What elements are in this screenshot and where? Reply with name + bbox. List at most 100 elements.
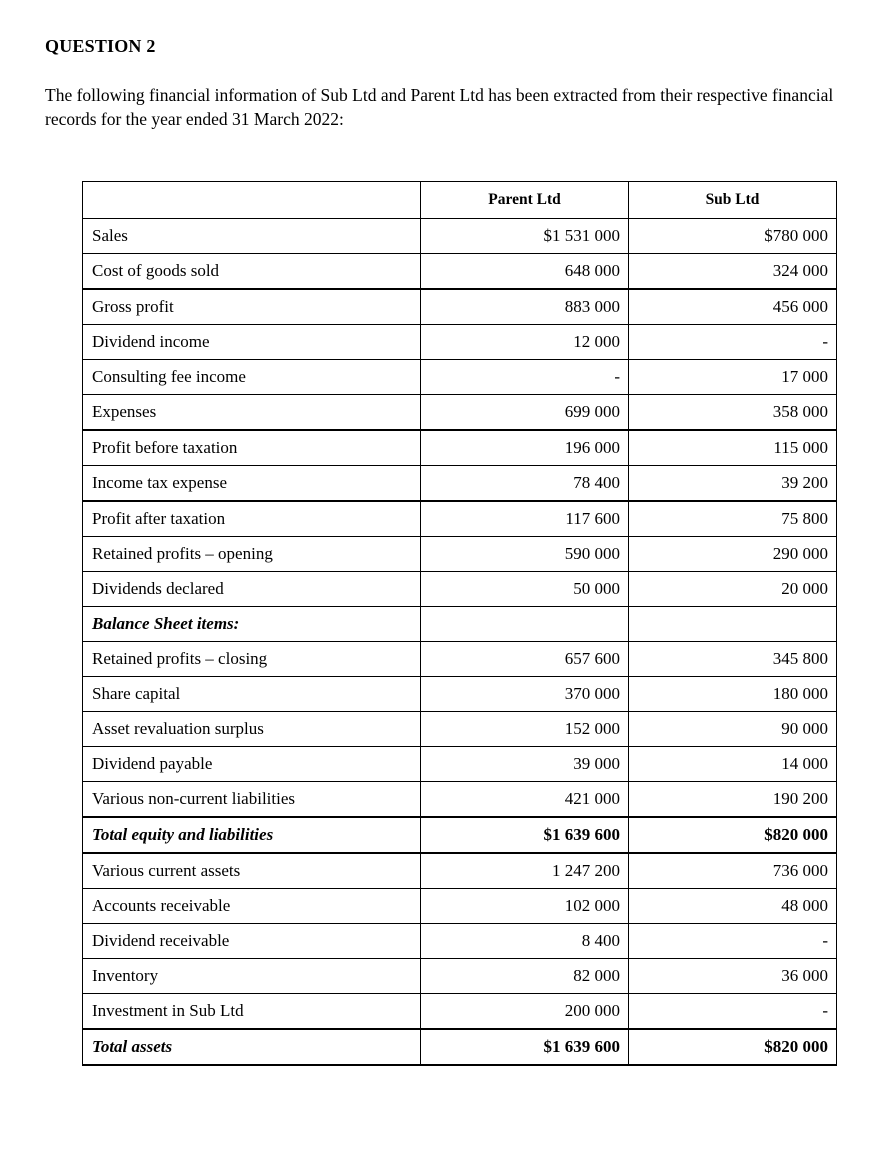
- table-header-row: Parent Ltd Sub Ltd: [82, 181, 837, 220]
- row-label: Dividend receivable: [82, 923, 421, 960]
- row-label: Retained profits – closing: [82, 641, 421, 678]
- parent-ltd-value: 39 000: [420, 746, 629, 783]
- col-header-parent-ltd: Parent Ltd: [420, 181, 629, 220]
- table-row: Consulting fee income -17 000: [82, 359, 837, 396]
- sub-ltd-value: 14 000: [628, 746, 837, 783]
- row-label: Cost of goods sold: [82, 253, 421, 290]
- row-label: Gross profit: [82, 288, 421, 326]
- sub-ltd-value: 324 000: [628, 253, 837, 290]
- table-row: Expenses 699 000 358 000: [82, 394, 837, 431]
- sub-ltd-value: $820 000: [628, 1028, 837, 1067]
- table-row: Total equity and liabilities $1 639 600 $8…: [82, 816, 837, 855]
- table-row: Income tax expense 78 400 39 200: [82, 465, 837, 502]
- col-header-empty: [82, 181, 421, 220]
- table-body: Sales $1 531 000 $780 000 Cost of goods sol…: [82, 218, 837, 1067]
- row-label: Share capital: [82, 676, 421, 713]
- sub-ltd-value: $820 000: [628, 816, 837, 855]
- parent-ltd-value: 699 000: [420, 394, 629, 431]
- intro-paragraph: The following financial information of S…: [45, 85, 834, 130]
- table-row: Retained profits – closing 657 600 345 800: [82, 641, 837, 678]
- table-row: Share capital 370 000 180 000: [82, 676, 837, 713]
- row-label: Profit after taxation: [82, 500, 421, 538]
- row-label: Dividends declared: [82, 571, 421, 608]
- table-row: Profit after taxation 117 600 75 800: [82, 500, 837, 538]
- sub-ltd-value: 358 000: [628, 394, 837, 431]
- sub-ltd-value: 736 000: [628, 852, 837, 890]
- parent-ltd-value: $1 531 000: [420, 218, 629, 255]
- table-row: Gross profit 883 000 456 000: [82, 288, 837, 326]
- sub-ltd-value: 20 000: [628, 571, 837, 608]
- parent-ltd-value: 117 600: [420, 500, 629, 538]
- sub-ltd-value: 190 200: [628, 781, 837, 818]
- parent-ltd-value: -: [420, 359, 629, 396]
- parent-ltd-value: 1 247 200: [420, 852, 629, 890]
- table-row: Balance Sheet items:: [82, 606, 837, 643]
- parent-ltd-value: 370 000: [420, 676, 629, 713]
- sub-ltd-value: 90 000: [628, 711, 837, 748]
- table-row: Asset revaluation surplus 152 000 90 000: [82, 711, 837, 748]
- row-label: Dividend payable: [82, 746, 421, 783]
- row-label: Retained profits – opening: [82, 536, 421, 573]
- table-row: Dividend income 12 000-: [82, 324, 837, 361]
- parent-ltd-value: 8 400: [420, 923, 629, 960]
- sub-ltd-value: -: [628, 993, 837, 1030]
- row-label: Profit before taxation: [82, 429, 421, 467]
- table-row: Profit before taxation 196 000 115 000: [82, 429, 837, 467]
- parent-ltd-value: 196 000: [420, 429, 629, 467]
- table-row: Investment in Sub Ltd 200 000-: [82, 993, 837, 1030]
- row-label: Consulting fee income: [82, 359, 421, 396]
- row-label: Total assets: [82, 1028, 421, 1067]
- sub-ltd-value: 48 000: [628, 888, 837, 925]
- sub-ltd-value: 456 000: [628, 288, 837, 326]
- parent-ltd-value: $1 639 600: [420, 816, 629, 855]
- parent-ltd-value: 78 400: [420, 465, 629, 502]
- parent-ltd-value: 590 000: [420, 536, 629, 573]
- sub-ltd-value: 345 800: [628, 641, 837, 678]
- table-row: Various current assets 1 247 200 736 000: [82, 852, 837, 890]
- row-label: Inventory: [82, 958, 421, 995]
- sub-ltd-value: 39 200: [628, 465, 837, 502]
- sub-ltd-value: -: [628, 324, 837, 361]
- row-label: Expenses: [82, 394, 421, 431]
- parent-ltd-value: [420, 606, 629, 643]
- col-header-sub-ltd: Sub Ltd: [628, 181, 837, 220]
- question-title: QUESTION 2: [45, 36, 156, 56]
- sub-ltd-value: 75 800: [628, 500, 837, 538]
- row-label: Investment in Sub Ltd: [82, 993, 421, 1030]
- parent-ltd-value: 152 000: [420, 711, 629, 748]
- row-label: Dividend income: [82, 324, 421, 361]
- sub-ltd-value: 17 000: [628, 359, 837, 396]
- row-label: Total equity and liabilities: [82, 816, 421, 855]
- table-row: Inventory 82 000 36 000: [82, 958, 837, 995]
- table-row: Dividend receivable 8 400-: [82, 923, 837, 960]
- parent-ltd-value: 82 000: [420, 958, 629, 995]
- sub-ltd-value: 115 000: [628, 429, 837, 467]
- row-label: Asset revaluation surplus: [82, 711, 421, 748]
- row-label: Accounts receivable: [82, 888, 421, 925]
- financials-table: Parent Ltd Sub Ltd Sales $1 531 000 $780 0…: [82, 181, 837, 1067]
- sub-ltd-value: [628, 606, 837, 643]
- parent-ltd-value: 102 000: [420, 888, 629, 925]
- row-label: Sales: [82, 218, 421, 255]
- parent-ltd-value: 12 000: [420, 324, 629, 361]
- table-row: Various non-current liabilities 421 000 19…: [82, 781, 837, 818]
- parent-ltd-value: 421 000: [420, 781, 629, 818]
- sub-ltd-value: 290 000: [628, 536, 837, 573]
- table-row: Retained profits – opening 590 000 290 000: [82, 536, 837, 573]
- table-row: Accounts receivable 102 000 48 000: [82, 888, 837, 925]
- sub-ltd-value: $780 000: [628, 218, 837, 255]
- sub-ltd-value: 36 000: [628, 958, 837, 995]
- sub-ltd-value: -: [628, 923, 837, 960]
- parent-ltd-value: 648 000: [420, 253, 629, 290]
- table-row: Total assets $1 639 600 $820 000: [82, 1028, 837, 1067]
- row-label: Income tax expense: [82, 465, 421, 502]
- table-row: Sales $1 531 000 $780 000: [82, 218, 837, 255]
- sub-ltd-value: 180 000: [628, 676, 837, 713]
- row-label: Balance Sheet items:: [82, 606, 421, 643]
- row-label: Various current assets: [82, 852, 421, 890]
- table-row: Dividend payable 39 000 14 000: [82, 746, 837, 783]
- row-label: Various non-current liabilities: [82, 781, 421, 818]
- table-row: Cost of goods sold 648 000 324 000: [82, 253, 837, 290]
- parent-ltd-value: 50 000: [420, 571, 629, 608]
